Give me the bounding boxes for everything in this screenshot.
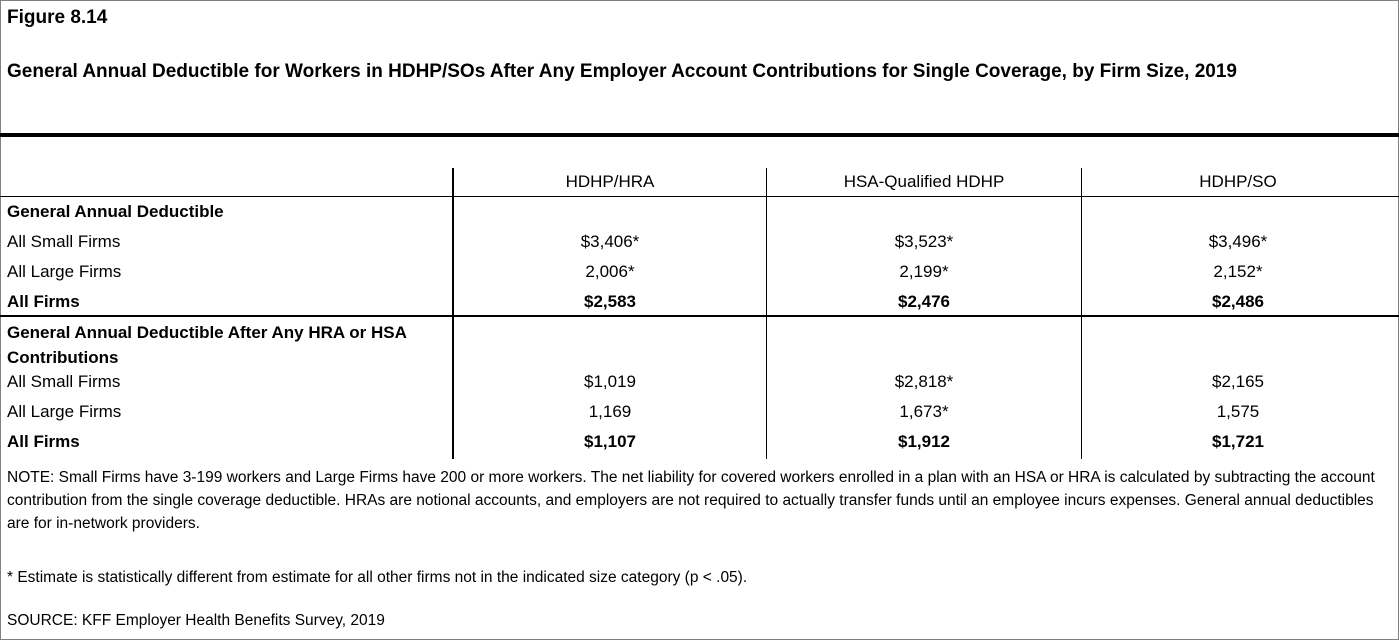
header-divider [0, 196, 1399, 197]
column-header: HDHP/HRA [565, 172, 655, 191]
column-header: HSA-Qualified HDHP [843, 172, 1005, 191]
column-divider [452, 168, 454, 459]
column-divider [766, 168, 767, 459]
column-divider [1081, 168, 1082, 459]
table-cell: $3,496* [1208, 232, 1268, 251]
row-label: All Firms [7, 432, 80, 451]
section-divider [0, 315, 1399, 317]
table-cell: $3,523* [894, 232, 954, 251]
asterisk-note: * Estimate is statistically different fr… [7, 569, 748, 586]
row-label: All Small Firms [7, 232, 121, 251]
row-label: All Large Firms [7, 262, 122, 281]
figure-title: General Annual Deductible for Workers in… [7, 61, 1237, 82]
figure-label: Figure 8.14 [7, 7, 108, 28]
table-cell: 1,169 [588, 402, 632, 421]
row-label: All Large Firms [7, 402, 122, 421]
table-note: NOTE: Small Firms have 3-199 workers and… [7, 469, 1375, 532]
table-cell: 2,006* [585, 262, 635, 281]
table-cell: $2,486 [1212, 292, 1264, 311]
table-cell: $2,165 [1212, 372, 1264, 391]
row-label: All Firms [7, 292, 80, 311]
section-heading: General Annual Deductible After Any HRA … [7, 323, 407, 367]
table-cell: 2,152* [1213, 262, 1263, 281]
title-divider [0, 133, 1399, 137]
section-heading: General Annual Deductible [7, 202, 224, 221]
table-cell: $2,583 [584, 292, 636, 311]
table-cell: $1,721 [1212, 432, 1264, 451]
table-cell: $1,107 [584, 432, 636, 451]
source-note: SOURCE: KFF Employer Health Benefits Sur… [7, 612, 385, 629]
table-cell: 1,673* [899, 402, 949, 421]
table-cell: $2,818* [894, 372, 954, 391]
table-cell: $3,406* [580, 232, 640, 251]
table-cell: $2,476 [898, 292, 950, 311]
column-header: HDHP/SO [1199, 172, 1277, 191]
table-cell: $1,912 [898, 432, 950, 451]
row-label: All Small Firms [7, 372, 121, 391]
table-cell: $1,019 [584, 372, 636, 391]
table-cell: 2,199* [899, 262, 949, 281]
table-cell: 1,575 [1216, 402, 1260, 421]
